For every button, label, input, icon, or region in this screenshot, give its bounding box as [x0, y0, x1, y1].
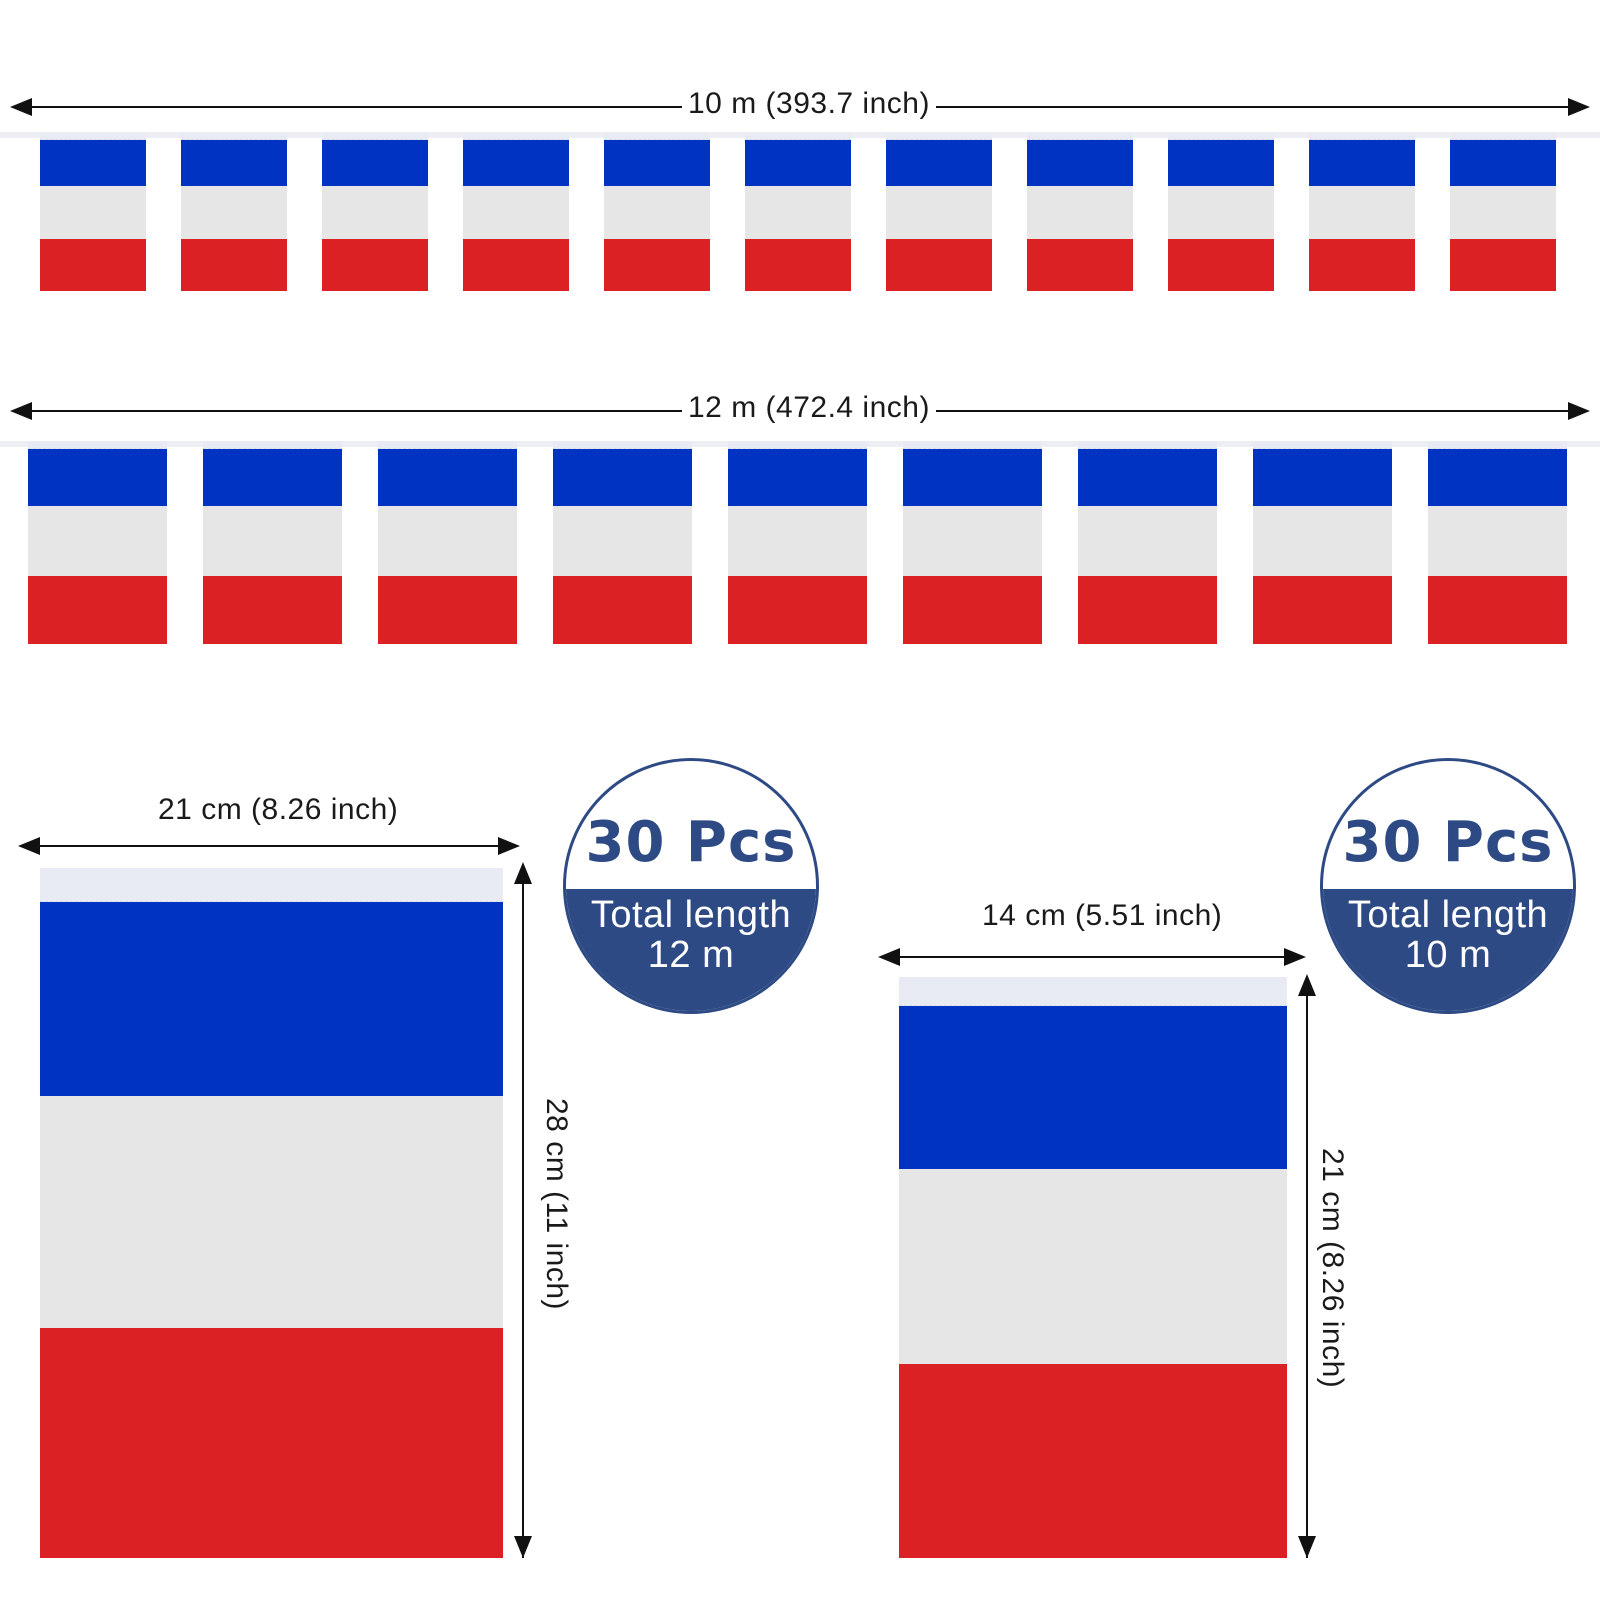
small-flag-height-line — [1306, 992, 1308, 1558]
bunting-flag — [203, 441, 342, 644]
bunting-flag — [1253, 441, 1392, 644]
bunting-flag — [728, 441, 867, 644]
small-flag — [899, 977, 1287, 1558]
bunting-flag — [181, 134, 287, 291]
bunting-flag — [1168, 134, 1274, 291]
right-arrow-icon — [1284, 948, 1306, 966]
top-bunting-length: 10 m (393.7 inch) — [682, 86, 936, 122]
right-arrow-icon — [1568, 402, 1590, 420]
down-arrow-icon — [1298, 1536, 1316, 1558]
badge-total-length-value: 10 m — [1404, 934, 1492, 976]
down-arrow-icon — [514, 1536, 532, 1558]
left-arrow-icon — [10, 402, 32, 420]
bunting-flag — [40, 134, 146, 291]
bunting-flag — [1450, 134, 1556, 291]
bunting-flag — [1309, 134, 1415, 291]
badge-total-length-value: 12 m — [647, 934, 735, 976]
left-arrow-icon — [878, 948, 900, 966]
large-flag-height: 28 cm (11 inch) — [540, 1098, 573, 1311]
bunting-flag — [553, 441, 692, 644]
bunting-flag — [1078, 441, 1217, 644]
bunting-flag — [903, 441, 1042, 644]
bunting-flag — [463, 134, 569, 291]
bunting-flag — [28, 441, 167, 644]
large-flag-width: 21 cm (8.26 inch) — [152, 792, 405, 828]
bunting-flag — [1428, 441, 1567, 644]
large-flag-height-line — [522, 880, 524, 1558]
quantity-badge-left: 30 Pcs Total length 12 m — [563, 758, 819, 1014]
right-arrow-icon — [498, 837, 520, 855]
large-flag — [40, 868, 503, 1558]
bunting-flag — [745, 134, 851, 291]
quantity-badge-right: 30 Pcs Total length 10 m — [1320, 758, 1576, 1014]
large-flag-width-line — [36, 845, 506, 847]
bunting-flag — [322, 134, 428, 291]
small-flag-width: 14 cm (5.51 inch) — [976, 898, 1229, 934]
bottom-bunting-length: 12 m (472.4 inch) — [682, 390, 936, 426]
right-arrow-icon — [1568, 98, 1590, 116]
badge-total-length-label: Total length — [590, 894, 792, 936]
small-flag-height: 21 cm (8.26 inch) — [1316, 1148, 1349, 1389]
up-arrow-icon — [514, 862, 532, 884]
up-arrow-icon — [1298, 974, 1316, 996]
badge-count: 30 Pcs — [1342, 810, 1554, 875]
bunting-flag — [378, 441, 517, 644]
badge-count: 30 Pcs — [585, 810, 797, 875]
small-flag-width-line — [896, 956, 1290, 958]
badge-total-length-label: Total length — [1347, 894, 1549, 936]
bunting-flag — [1027, 134, 1133, 291]
bunting-flag — [886, 134, 992, 291]
left-arrow-icon — [10, 98, 32, 116]
left-arrow-icon — [18, 837, 40, 855]
bunting-flag — [604, 134, 710, 291]
